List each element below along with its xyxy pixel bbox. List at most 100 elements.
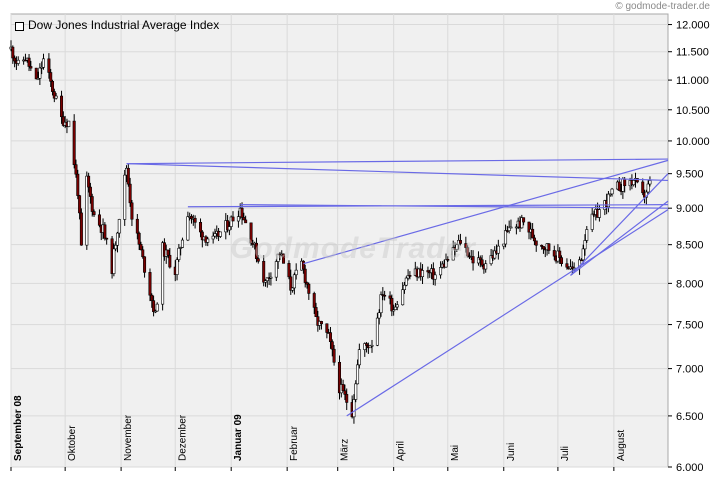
candle-body [471, 256, 475, 264]
candle-body [123, 174, 127, 220]
x-tick-label: Mai [450, 445, 461, 461]
candle-body [560, 257, 564, 264]
trendline [126, 158, 669, 165]
candle-body [161, 242, 165, 305]
candle-body [439, 267, 443, 276]
y-tick-label: 10.000 [676, 136, 710, 148]
candle-body [291, 287, 295, 291]
candle-body [126, 167, 130, 185]
candle-body [294, 269, 298, 276]
trendline [570, 200, 669, 276]
trendlines [126, 158, 669, 417]
candle-body [262, 260, 266, 283]
candle-body [590, 213, 594, 230]
candle-body [231, 216, 235, 222]
candle-body [51, 80, 55, 92]
candle-body [186, 216, 190, 241]
candle-body [265, 277, 269, 281]
candle-body [97, 214, 101, 226]
candle-body [581, 248, 585, 261]
candle-body [40, 66, 44, 69]
y-axis: 12.000 11.500 11.000 10.500 10.000 9.500 9.000… [668, 20, 710, 474]
candle-body [74, 164, 78, 175]
candle-body [11, 46, 15, 59]
candle-body [451, 247, 455, 261]
candle-body [401, 289, 405, 306]
candle-body [395, 304, 399, 308]
candle-body [61, 116, 65, 126]
candle-body [464, 243, 468, 248]
candle-body [274, 261, 278, 278]
candle-body [408, 275, 412, 277]
candle-body [552, 250, 556, 257]
candle-body [390, 297, 394, 312]
candle-body [565, 263, 569, 268]
candle-body [393, 306, 397, 310]
candle-body [27, 57, 31, 67]
candle-body [363, 343, 367, 350]
candle-body [76, 173, 80, 196]
candle-body [534, 240, 538, 246]
candle-body [541, 246, 545, 250]
candle-body [493, 250, 497, 259]
candle-body [496, 245, 500, 254]
candle-body [180, 239, 184, 248]
trendline [570, 173, 669, 276]
candle-body [88, 186, 92, 197]
candle-body [112, 248, 116, 274]
candle-body [49, 72, 53, 82]
candle-body [520, 217, 524, 229]
candle-body [404, 277, 408, 286]
x-tick-label: September 08 [13, 395, 24, 461]
candle-body [484, 263, 488, 270]
candle-body [458, 240, 462, 244]
candle-body [433, 274, 437, 280]
candle-body [354, 383, 358, 400]
trendline [126, 163, 669, 182]
candle-body [431, 268, 435, 280]
trendline [240, 204, 669, 209]
y-tick-label: 7.500 [676, 320, 704, 332]
candle-body [379, 294, 383, 314]
candle-body [148, 272, 152, 296]
grid-lines [10, 14, 668, 468]
candle-body [287, 263, 291, 278]
candle-body [263, 280, 267, 283]
candle-body [641, 181, 645, 194]
trendline [346, 209, 669, 417]
candle-body [168, 254, 172, 268]
candle-body [34, 67, 38, 80]
y-tick-label: 11.500 [676, 47, 709, 59]
candle-body [632, 180, 636, 186]
candle-body [130, 202, 134, 220]
watermark-text: GodmodeTrader [230, 232, 476, 265]
candle-body [41, 58, 45, 68]
candle-body [115, 232, 119, 246]
candle-body [608, 193, 612, 196]
candle-body [617, 181, 621, 191]
candle-body [289, 276, 293, 291]
candle-body [16, 59, 20, 64]
candle-body [330, 341, 334, 350]
candle-body [328, 332, 332, 342]
candle-body [60, 95, 64, 118]
x-tick-label: Januar 09 [233, 414, 244, 461]
x-tick-label: Februar [289, 425, 300, 461]
candle-body [597, 209, 601, 218]
y-tick-label: 6.500 [676, 411, 704, 423]
candle-body [38, 67, 42, 79]
candle-body [356, 364, 360, 385]
candle-body [325, 323, 329, 333]
chart-title: Dow Jones Industrial Average Index [28, 18, 220, 32]
candle-body [229, 216, 233, 227]
candle-body [211, 235, 215, 240]
candle-body [305, 282, 309, 285]
candle-body [570, 266, 574, 269]
candle-body [78, 195, 82, 214]
y-tick-label: 11.000 [676, 75, 709, 87]
candle-body [502, 243, 506, 247]
y-tick-label: 9.000 [676, 203, 704, 215]
candle-body [635, 178, 639, 183]
candle-body [507, 226, 511, 231]
